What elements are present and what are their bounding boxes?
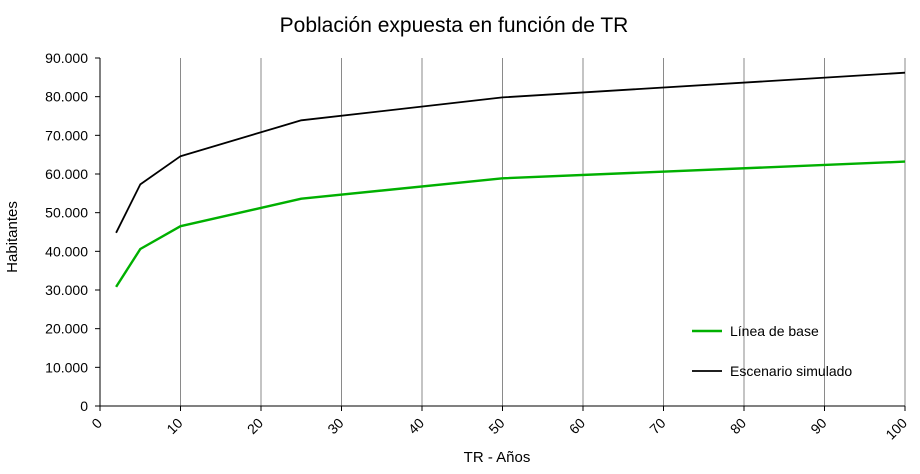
y-tick-label: 90.000 xyxy=(45,50,88,66)
grid xyxy=(180,58,906,406)
legend-entry: Línea de base xyxy=(730,323,819,339)
y-tick-label: 0 xyxy=(80,398,88,414)
series-line-linea-de-base xyxy=(115,160,906,288)
x-tick-label: 70 xyxy=(646,415,668,437)
x-tick-label: 80 xyxy=(727,415,749,437)
x-tick-label: 20 xyxy=(244,415,266,437)
y-tick-label: 80.000 xyxy=(45,89,88,105)
y-axis-label: Habitantes xyxy=(4,201,21,273)
x-tick-label: 40 xyxy=(405,415,427,437)
y-tick-label: 70.000 xyxy=(45,127,88,143)
y-axis-ticks: 0 10.000 20.000 30.000 40.000 50.000 60.000 70.… xyxy=(45,50,100,414)
y-tick-label: 50.000 xyxy=(45,205,88,221)
x-tick-label: 90 xyxy=(807,415,829,437)
x-tick-label: 10 xyxy=(163,415,185,437)
x-axis-label: TR - Años xyxy=(464,449,531,466)
x-tick-label: 0 xyxy=(88,415,105,432)
x-axis-ticks: 0 10 20 30 40 50 60 70 80 90 100 xyxy=(88,406,910,443)
x-tick-label: 30 xyxy=(324,415,346,437)
legend: Línea de base Escenario simulado xyxy=(692,323,852,379)
y-tick-label: 60.000 xyxy=(45,166,88,182)
series-lines xyxy=(115,71,906,288)
y-tick-label: 30.000 xyxy=(45,282,88,298)
y-tick-label: 40.000 xyxy=(45,243,88,259)
series-line-escenario-simulado xyxy=(115,71,906,234)
chart-title: Población expuesta en función de TR xyxy=(280,14,629,37)
x-tick-label: 100 xyxy=(882,415,910,443)
y-tick-label: 20.000 xyxy=(45,321,88,337)
legend-entry: Escenario simulado xyxy=(730,363,852,379)
x-tick-label: 50 xyxy=(485,415,507,437)
x-tick-label: 60 xyxy=(566,415,588,437)
y-tick-label: 10.000 xyxy=(45,359,88,375)
